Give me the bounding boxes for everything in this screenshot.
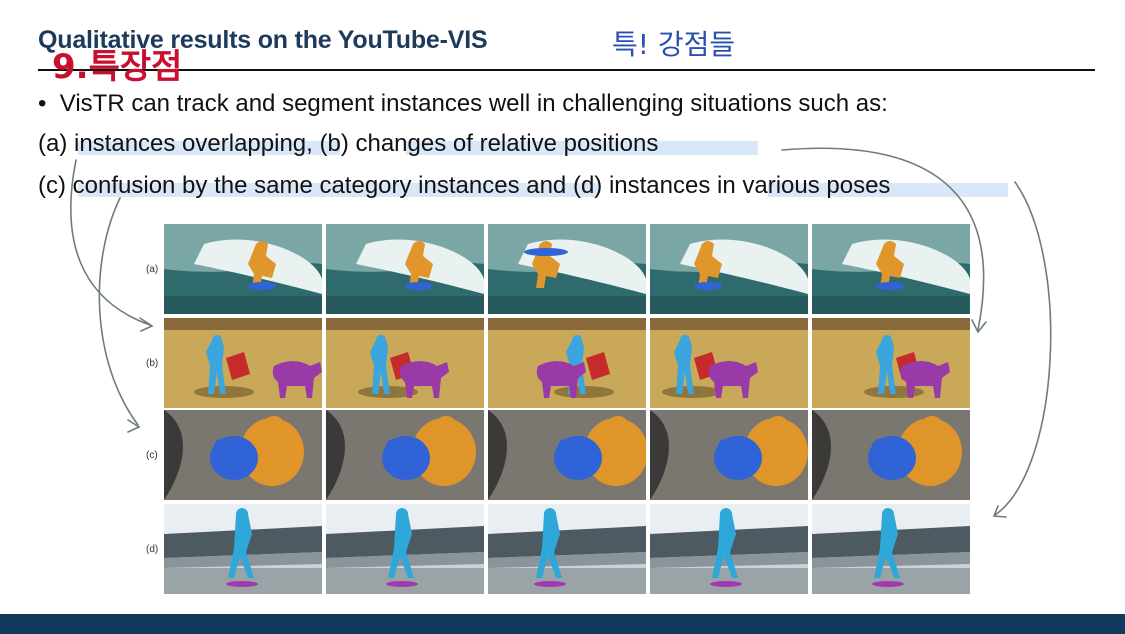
slide-title: Qualitative results on the YouTube-VIS [38,26,488,54]
handwritten-note: 특! 강점들 [612,28,735,61]
frame-bears-2 [326,410,484,500]
frame-surfing-4 [650,224,808,314]
arrow-c-to-row-c [98,197,139,426]
frame-surfing-5 [812,224,970,314]
bullet-marker: • [38,90,47,117]
frame-surfing-1 [164,224,322,314]
text-highlight [406,141,758,155]
text-highlight [78,141,340,155]
frame-bullfight-5 [812,318,970,408]
row-label-b: (b) [146,358,159,369]
row-label-d: (d) [146,544,159,555]
list-line-ab: (a) instances overlapping, (b) changes o… [38,130,659,157]
frame-bullfight-2 [326,318,484,408]
frame-bullfight-3 [488,318,646,408]
frame-bears-5 [812,410,970,500]
list-line-cd: (c) confusion by the same category insta… [38,172,891,199]
title-divider [38,69,1095,71]
arrowhead [992,505,1007,518]
bullet-line: • VisTR can track and segment instances … [38,90,888,118]
frame-skateboard-1 [164,504,322,594]
frame-surfing-2 [326,224,484,314]
row-label-a: (a) [146,264,159,275]
frame-skateboard-3 [488,504,646,594]
frame-bullfight-4 [650,318,808,408]
frame-skateboard-5 [812,504,970,594]
frame-bears-3 [488,410,646,500]
arrow-d-to-row-d [994,181,1052,516]
frame-bears-4 [650,410,808,500]
text-highlight [78,183,598,197]
footer-bar [0,614,1125,634]
arrowhead [127,419,141,433]
frame-bears-1 [164,410,322,500]
frame-surfing-3 [488,224,646,314]
frame-bullfight-1 [164,318,322,408]
bullet-text: VisTR can track and segment instances we… [59,90,888,117]
qualitative-figure: (a) (b) (c) (d) [140,222,976,594]
frame-skateboard-2 [326,504,484,594]
frame-skateboard-4 [650,504,808,594]
row-label-c: (c) [146,450,158,461]
